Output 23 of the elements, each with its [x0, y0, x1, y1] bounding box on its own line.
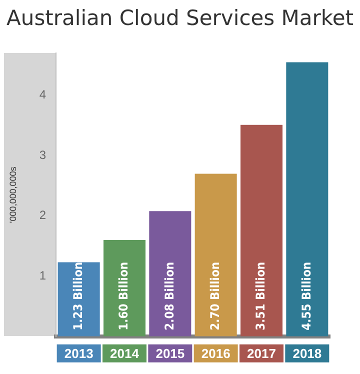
chart-title: Australian Cloud Services Market — [6, 5, 354, 32]
data-label: 1.60 Billion — [116, 262, 131, 330]
bar — [286, 62, 328, 336]
y-tick-label: 3 — [39, 148, 46, 162]
data-label: 3.51 Billion — [254, 262, 268, 330]
bar — [149, 211, 192, 336]
bar — [194, 174, 237, 336]
x-tick-label: 2014 — [110, 346, 140, 361]
y-axis-title: '000,000,000s — [8, 166, 18, 223]
y-tick-label: 1 — [39, 268, 46, 282]
data-label: 1.23 Billion — [70, 262, 85, 330]
x-tick-label: 2013 — [64, 346, 94, 361]
x-tick-label: 2015 — [156, 346, 185, 361]
data-label: 2.08 Billion — [162, 262, 176, 330]
data-label: 2.70 Billion — [208, 262, 222, 330]
data-label: 4.55 Billion — [299, 262, 314, 330]
x-tick-label: 2017 — [247, 346, 276, 361]
y-tick-label: 2 — [39, 208, 46, 222]
x-tick-label: 2016 — [201, 346, 230, 361]
y-tick-label: 4 — [39, 88, 46, 102]
x-tick-label: 2018 — [292, 346, 322, 361]
bar — [103, 240, 146, 336]
bar — [240, 124, 283, 336]
